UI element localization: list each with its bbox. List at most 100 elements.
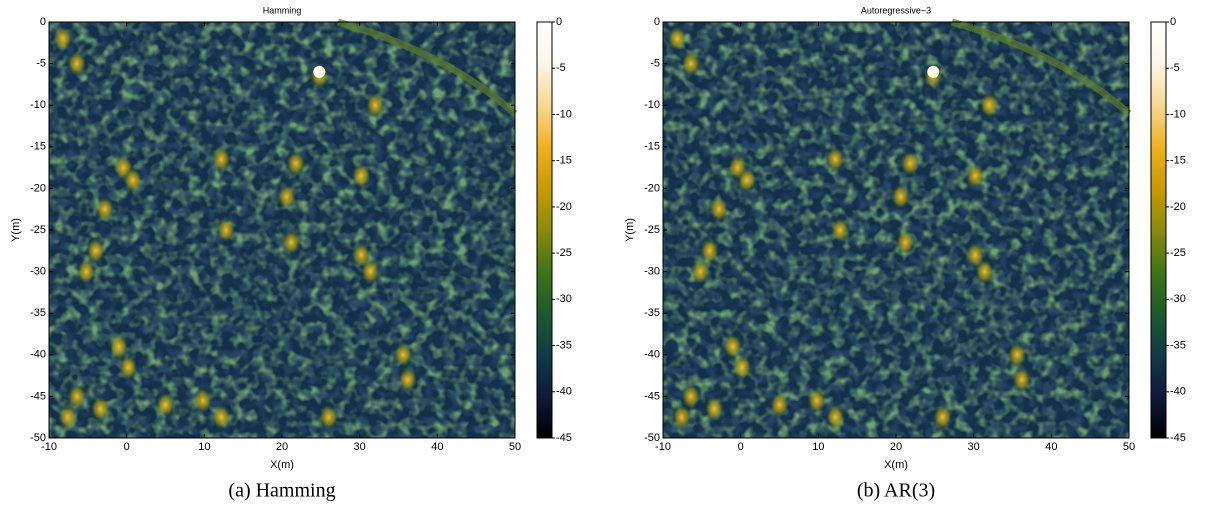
- bright-spot: [826, 405, 845, 430]
- colorbar-tick-label: 0: [556, 16, 562, 28]
- x-tick-label: 20: [276, 441, 288, 453]
- colorbar: [536, 21, 553, 439]
- bright-spot: [77, 259, 96, 284]
- bright-spot: [681, 384, 700, 409]
- heatmap: [49, 18, 518, 438]
- colorbar-tick-label: -20: [1170, 201, 1186, 213]
- bright-spot: [705, 396, 724, 421]
- x-tick-label: 40: [1045, 441, 1057, 453]
- bright-spot: [319, 405, 338, 430]
- colorbar-tick-label: -35: [556, 339, 572, 351]
- x-axis-label: X(m): [884, 459, 908, 471]
- bright-spot: [193, 388, 212, 413]
- bright-spot: [217, 218, 236, 242]
- bright-spot: [667, 26, 686, 51]
- y-axis-label: Y(m): [10, 218, 22, 242]
- bright-spot: [927, 65, 940, 78]
- colorbar-tick-label: -5: [556, 62, 566, 74]
- heatmap-texture-dark: [663, 22, 1129, 438]
- x-tick-label: 50: [1123, 441, 1135, 453]
- colorbar-tick-label: -10: [1170, 108, 1186, 120]
- y-tick-label: -15: [644, 141, 660, 153]
- colorbar-tick-label: -15: [556, 155, 572, 167]
- colorbar-tick-label: -25: [1170, 247, 1186, 259]
- bright-spot: [966, 163, 985, 188]
- bright-spot: [975, 259, 994, 284]
- bright-spot: [807, 388, 826, 413]
- colorbar-tick-label: -20: [556, 201, 572, 213]
- bright-spot: [709, 197, 728, 222]
- colorbar-tick-label: -15: [1170, 155, 1186, 167]
- x-tick-label: 50: [509, 441, 521, 453]
- y-tick-label: -50: [30, 432, 46, 444]
- colorbar-tick-label: -40: [556, 386, 572, 398]
- x-tick-label: 10: [198, 441, 210, 453]
- bright-spot: [1008, 342, 1027, 367]
- colorbar-tick-label: -45: [1170, 432, 1186, 444]
- caption: (a) Hamming: [228, 480, 335, 502]
- y-tick-label: 0: [654, 16, 660, 28]
- bright-spot: [980, 93, 999, 118]
- x-axis-label: X(m): [270, 459, 294, 471]
- y-tick-label: -5: [650, 58, 660, 70]
- colorbar-tick-label: 0: [1170, 16, 1176, 28]
- bright-spot: [896, 230, 915, 255]
- colorbar: [1150, 21, 1167, 439]
- x-tick-label: 10: [812, 441, 824, 453]
- y-tick-label: -5: [36, 58, 46, 70]
- y-tick-label: -20: [644, 182, 660, 194]
- bright-spot: [361, 259, 380, 284]
- heatmap-texture-dark: [49, 22, 515, 438]
- bright-spot: [770, 392, 789, 417]
- y-tick-label: -50: [644, 432, 660, 444]
- bright-spot: [286, 151, 305, 176]
- bright-spot: [691, 259, 710, 284]
- x-tick-label: 0: [124, 441, 130, 453]
- colorbar-tick-label: -40: [1170, 386, 1186, 398]
- y-tick-label: -10: [644, 99, 660, 111]
- bright-spot: [681, 51, 700, 76]
- bright-spot: [1012, 367, 1031, 392]
- bright-spot: [672, 405, 691, 430]
- y-tick-label: -30: [30, 266, 46, 278]
- y-tick-label: -15: [30, 141, 46, 153]
- colorbar-tick-label: -25: [556, 247, 572, 259]
- x-tick-label: 30: [354, 441, 366, 453]
- bright-spot: [212, 147, 231, 172]
- y-tick-label: -40: [644, 349, 660, 361]
- bright-spot: [156, 392, 175, 417]
- bright-spot: [53, 26, 72, 51]
- bright-spot: [119, 355, 138, 380]
- colorbar-tick-label: -35: [1170, 339, 1186, 351]
- bright-spot: [700, 238, 719, 263]
- y-tick-label: 0: [40, 16, 46, 28]
- colorbar-tick-label: -30: [1170, 293, 1186, 305]
- bright-spot: [352, 163, 371, 188]
- y-tick-label: -25: [30, 224, 46, 236]
- road-feature: [950, 18, 1132, 117]
- y-tick-label: -35: [30, 307, 46, 319]
- bright-spot: [737, 168, 756, 193]
- bright-spot: [352, 242, 371, 267]
- y-tick-label: -45: [30, 390, 46, 402]
- bright-spot: [86, 238, 105, 263]
- colorbar-tick-label: -45: [556, 432, 572, 444]
- road-feature: [336, 18, 518, 117]
- y-tick-label: -10: [30, 99, 46, 111]
- colorbar-tick-label: -10: [556, 108, 572, 120]
- y-tick-label: -25: [644, 224, 660, 236]
- bright-spot: [831, 218, 850, 242]
- bright-spot: [123, 168, 142, 193]
- x-tick-label: 30: [968, 441, 980, 453]
- x-tick-label: -10: [655, 441, 671, 453]
- bright-spot: [723, 334, 742, 359]
- caption: (b) AR(3): [857, 480, 935, 502]
- bright-spot: [313, 65, 326, 78]
- bright-spot: [212, 405, 231, 430]
- bright-spot: [933, 405, 952, 430]
- bright-spot: [109, 334, 128, 359]
- bright-spot: [733, 355, 752, 380]
- y-axis-label: Y(m): [624, 218, 636, 242]
- bright-spot: [826, 147, 845, 172]
